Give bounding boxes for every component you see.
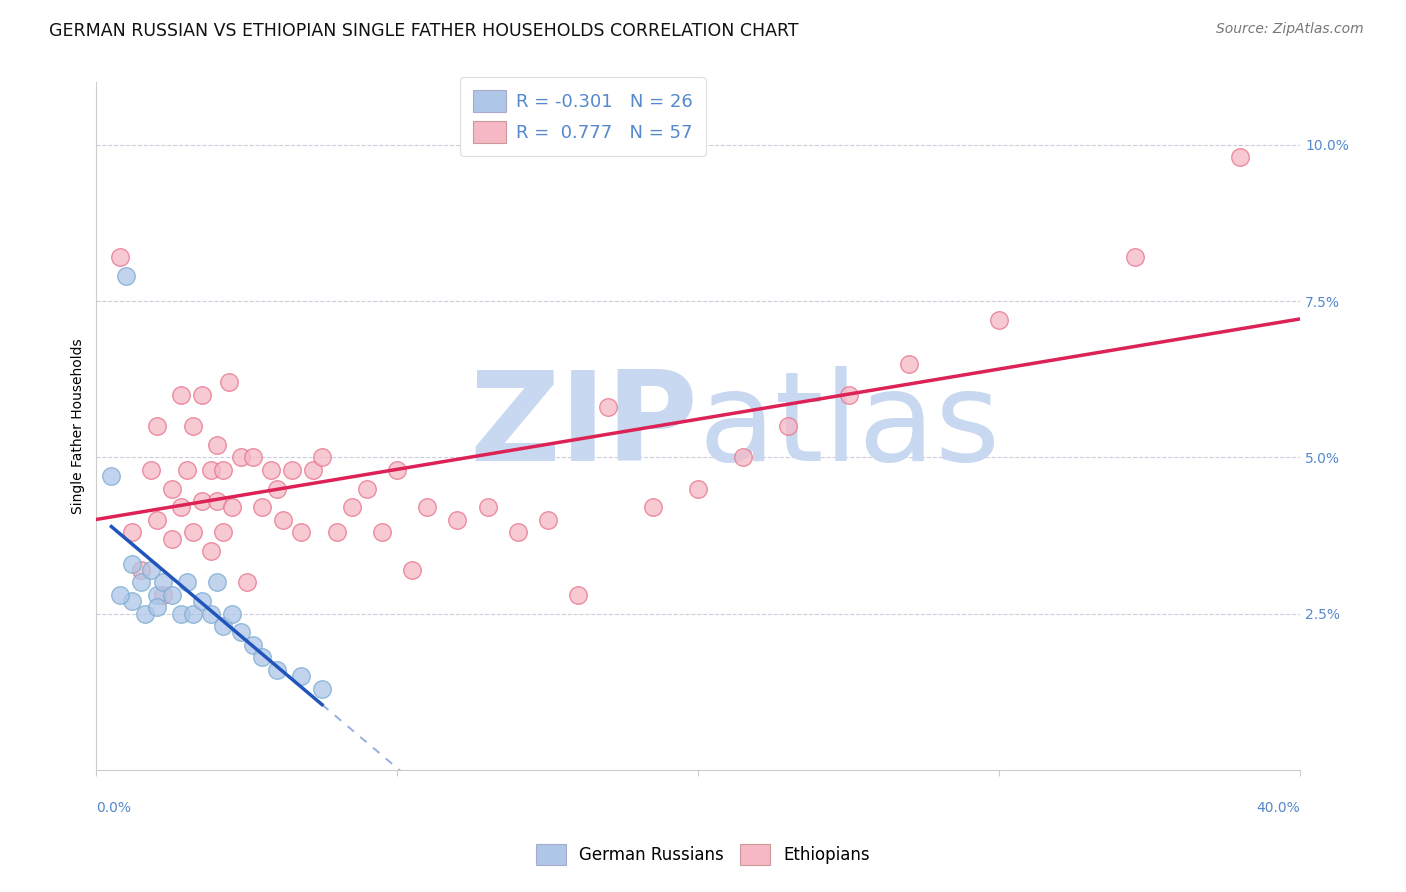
Point <box>190 388 212 402</box>
Point <box>205 494 228 508</box>
Text: atlas: atlas <box>699 366 1000 486</box>
Point <box>115 268 138 283</box>
Point <box>205 438 228 452</box>
Point <box>169 388 191 402</box>
Point <box>401 563 423 577</box>
Point <box>169 500 191 515</box>
Point <box>121 525 143 540</box>
Point <box>200 544 222 558</box>
Point <box>211 619 233 633</box>
Point <box>371 525 394 540</box>
Text: GERMAN RUSSIAN VS ETHIOPIAN SINGLE FATHER HOUSEHOLDS CORRELATION CHART: GERMAN RUSSIAN VS ETHIOPIAN SINGLE FATHE… <box>49 22 799 40</box>
Point <box>281 463 304 477</box>
Point <box>121 594 143 608</box>
Legend: German Russians, Ethiopians: German Russians, Ethiopians <box>527 836 879 873</box>
Point <box>211 463 233 477</box>
Point <box>190 494 212 508</box>
Point <box>266 663 288 677</box>
Point <box>311 681 333 696</box>
Point <box>160 588 183 602</box>
Point <box>221 500 243 515</box>
Point <box>733 450 755 465</box>
Point <box>290 525 312 540</box>
Legend: R = -0.301   N = 26, R =  0.777   N = 57: R = -0.301 N = 26, R = 0.777 N = 57 <box>461 78 706 156</box>
Point <box>897 357 920 371</box>
Point <box>145 600 167 615</box>
Point <box>229 450 252 465</box>
Point <box>537 513 560 527</box>
Point <box>596 401 619 415</box>
Point <box>778 419 800 434</box>
Point <box>176 463 198 477</box>
Point <box>145 419 167 434</box>
Point <box>302 463 325 477</box>
Point <box>1123 250 1146 264</box>
Point <box>567 588 589 602</box>
Point <box>139 463 162 477</box>
Point <box>121 557 143 571</box>
Point <box>1229 150 1251 164</box>
Point <box>221 607 243 621</box>
Point <box>271 513 294 527</box>
Point <box>181 419 204 434</box>
Point <box>266 482 288 496</box>
Point <box>211 525 233 540</box>
Point <box>145 588 167 602</box>
Point <box>200 607 222 621</box>
Point <box>242 638 264 652</box>
Point <box>131 563 153 577</box>
Text: Source: ZipAtlas.com: Source: ZipAtlas.com <box>1216 22 1364 37</box>
Text: 40.0%: 40.0% <box>1257 800 1301 814</box>
Point <box>250 650 273 665</box>
Point <box>190 594 212 608</box>
Point <box>152 588 174 602</box>
Point <box>134 607 156 621</box>
Point <box>169 607 191 621</box>
Point <box>160 532 183 546</box>
Point <box>446 513 468 527</box>
Point <box>387 463 409 477</box>
Point <box>176 575 198 590</box>
Point <box>242 450 264 465</box>
Point <box>416 500 439 515</box>
Point <box>139 563 162 577</box>
Point <box>229 625 252 640</box>
Point <box>988 312 1011 326</box>
Point <box>131 575 153 590</box>
Y-axis label: Single Father Households: Single Father Households <box>72 338 86 514</box>
Point <box>218 376 240 390</box>
Point <box>260 463 283 477</box>
Point <box>340 500 363 515</box>
Point <box>110 588 132 602</box>
Point <box>356 482 378 496</box>
Point <box>110 250 132 264</box>
Point <box>205 575 228 590</box>
Text: 0.0%: 0.0% <box>97 800 131 814</box>
Point <box>181 525 204 540</box>
Point <box>250 500 273 515</box>
Text: ZIP: ZIP <box>470 366 699 486</box>
Point <box>200 463 222 477</box>
Point <box>236 575 259 590</box>
Point <box>152 575 174 590</box>
Point <box>290 669 312 683</box>
Point <box>100 469 122 483</box>
Point <box>688 482 710 496</box>
Point <box>145 513 167 527</box>
Point <box>477 500 499 515</box>
Point <box>160 482 183 496</box>
Point <box>641 500 664 515</box>
Point <box>326 525 349 540</box>
Point <box>506 525 529 540</box>
Point <box>181 607 204 621</box>
Point <box>311 450 333 465</box>
Point <box>838 388 860 402</box>
